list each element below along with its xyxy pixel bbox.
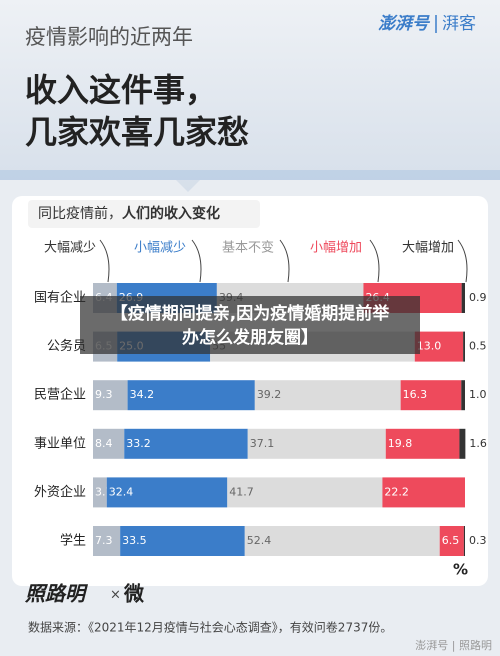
value-label: 33.5 bbox=[122, 534, 147, 547]
bar-segment bbox=[254, 380, 401, 411]
overlay bbox=[80, 296, 420, 354]
legend-label: 基本不变 bbox=[222, 240, 274, 256]
bar-segment bbox=[120, 526, 245, 556]
logo: 澎湃号 bbox=[378, 14, 431, 34]
brand2: 微 bbox=[123, 582, 144, 606]
category-label: 公务员 bbox=[47, 338, 86, 354]
legend-label: 小幅减少 bbox=[134, 241, 186, 256]
value-label: 7.3 bbox=[95, 534, 113, 547]
value-label: 34.2 bbox=[130, 388, 155, 401]
legend-label: 大幅减少 bbox=[44, 241, 96, 256]
value-label: 19.8 bbox=[388, 437, 413, 450]
value-label: 8.4 bbox=[95, 437, 113, 450]
bar-segment bbox=[382, 477, 465, 508]
bar-segment bbox=[400, 380, 462, 411]
bar-segment bbox=[127, 380, 255, 411]
subtitle-box bbox=[28, 200, 260, 228]
bar-segment bbox=[93, 428, 125, 459]
bar-segment bbox=[227, 477, 383, 508]
overlay-caption: 办怎么发朋友圈】 bbox=[182, 327, 318, 348]
title: 几家欢喜几家愁 bbox=[25, 113, 249, 151]
bar-segment bbox=[461, 380, 465, 411]
value-label: 33.2 bbox=[126, 437, 151, 450]
unit: % bbox=[453, 561, 468, 579]
bar-segment bbox=[93, 526, 121, 556]
title: 收入这件事， bbox=[25, 71, 217, 109]
value-label: 39.2 bbox=[257, 388, 282, 401]
times: × bbox=[110, 588, 121, 603]
bar-segment bbox=[93, 477, 107, 508]
value-label: 16.3 bbox=[403, 388, 428, 401]
bar-segment bbox=[439, 526, 464, 556]
category-label: 国有企业 bbox=[34, 290, 86, 306]
bar-segment bbox=[461, 283, 465, 313]
bar-segment bbox=[93, 380, 128, 411]
legend-label: 大幅增加 bbox=[402, 241, 454, 256]
value-label: 0.3 bbox=[469, 534, 487, 547]
bar-segment bbox=[463, 526, 465, 556]
value-label: 37.1 bbox=[250, 437, 275, 450]
category-label: 民营企业 bbox=[34, 387, 86, 403]
category-label: 学生 bbox=[60, 533, 86, 549]
header-band bbox=[0, 170, 500, 180]
bar-segment bbox=[106, 477, 228, 508]
value-label: 41.7 bbox=[229, 485, 254, 498]
brand: 照路明 bbox=[24, 582, 89, 606]
bar-segment bbox=[414, 331, 464, 362]
bar-segment bbox=[247, 428, 386, 459]
value-label: 22.2 bbox=[384, 485, 409, 498]
kicker: 疫情影响的近两年 bbox=[25, 25, 193, 49]
category-label: 外资企业 bbox=[34, 484, 86, 500]
plot: 大幅减少小幅减少基本不变小幅增加大幅增加国有企业6.426.939.426.40… bbox=[34, 240, 487, 556]
value-label: 1.6 bbox=[469, 437, 487, 450]
value-label: 32.4 bbox=[109, 485, 134, 498]
value-label: 0.9 bbox=[469, 291, 487, 304]
bar-segment bbox=[463, 331, 465, 362]
legend-arrows bbox=[99, 239, 468, 283]
value-label: 1.0 bbox=[469, 388, 487, 401]
bar-segment bbox=[124, 428, 248, 459]
value-label: 52.4 bbox=[247, 534, 272, 547]
watermark: 澎湃号 | 照路明 bbox=[415, 639, 492, 652]
category-label: 事业单位 bbox=[34, 436, 86, 451]
overlay-caption: 【疫情期间提亲,因为疫情婚期提前举 bbox=[111, 303, 390, 324]
value-label: 0.5 bbox=[469, 340, 487, 353]
value-label: 9.3 bbox=[95, 388, 113, 401]
subtitle: 同比疫情前，人们的收入变化 bbox=[38, 205, 220, 222]
logo-partner: 湃客 bbox=[442, 14, 476, 34]
legend-label: 小幅增加 bbox=[310, 241, 362, 256]
bar-segment bbox=[385, 428, 460, 459]
bar-segment bbox=[459, 428, 466, 459]
value-label: 6.5 bbox=[442, 534, 460, 547]
value-label: 13.0 bbox=[417, 340, 442, 353]
source: 数据来源：《2021年12月疫情与社会心态调查》，有效问卷2737份。 bbox=[28, 620, 392, 635]
header-bg bbox=[0, 0, 500, 192]
bar-segment bbox=[244, 526, 440, 556]
